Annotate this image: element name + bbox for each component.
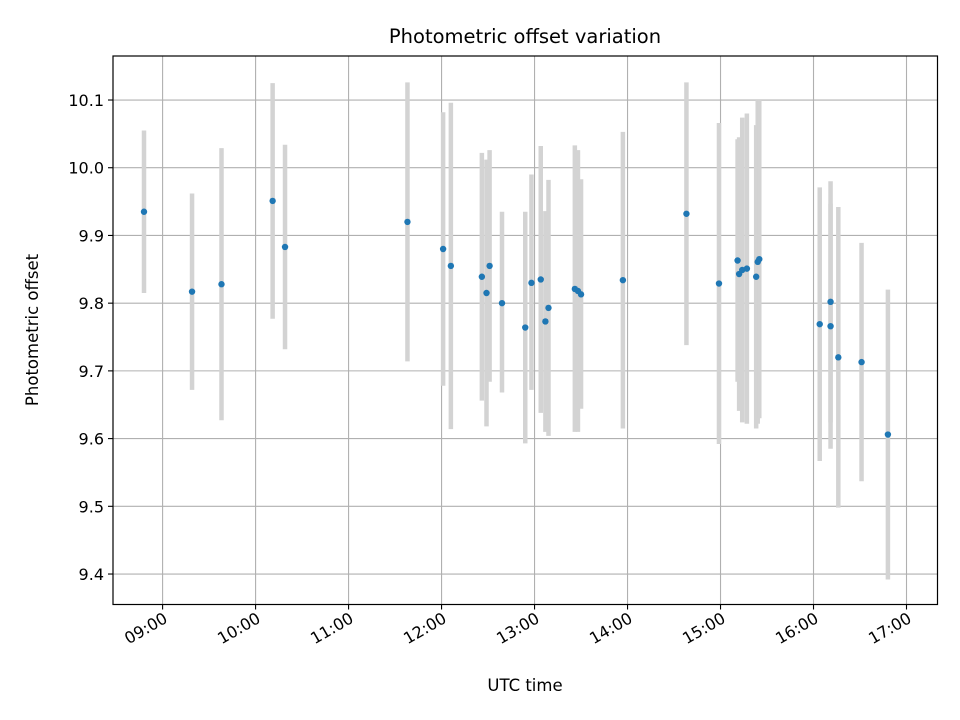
data-point — [577, 291, 585, 298]
data-point — [483, 289, 490, 297]
data-point — [439, 245, 447, 253]
data-point — [537, 276, 544, 283]
data-point — [715, 280, 723, 287]
data-point — [756, 255, 763, 263]
data-point — [498, 299, 506, 307]
y-tick-label: 10.1 — [68, 91, 104, 110]
y-tick-label: 9.8 — [79, 294, 104, 313]
y-tick-label: 9.5 — [79, 497, 104, 516]
data-point — [683, 210, 690, 217]
data-point — [734, 257, 741, 264]
data-point — [404, 218, 411, 226]
data-point — [528, 279, 535, 287]
data-point — [752, 273, 760, 280]
data-point — [542, 318, 549, 325]
y-tick-label: 9.4 — [79, 565, 104, 584]
data-point — [835, 354, 842, 361]
data-point — [218, 281, 225, 288]
data-point — [827, 298, 834, 306]
data-point — [188, 288, 196, 295]
chart-title: Photometric offset variation — [389, 25, 661, 48]
data-point — [884, 431, 892, 438]
y-tick-label: 10.0 — [68, 159, 104, 178]
data-point — [486, 262, 493, 270]
data-point — [858, 358, 865, 366]
data-point — [827, 322, 834, 330]
data-points — [140, 197, 892, 438]
y-tick-label: 9.6 — [79, 430, 104, 449]
data-point — [447, 262, 455, 270]
plot-frame — [112, 55, 939, 606]
data-point — [140, 208, 148, 215]
data-point — [478, 273, 486, 280]
data-point — [816, 320, 823, 328]
y-axis-title: Photometric offset — [23, 253, 42, 406]
data-point — [281, 243, 289, 251]
y-tick-label: 9.7 — [79, 362, 104, 381]
data-point — [545, 304, 552, 312]
data-point — [743, 265, 751, 272]
y-tick-label: 9.9 — [79, 226, 104, 245]
data-point — [522, 324, 529, 331]
data-point — [619, 276, 627, 284]
x-axis-title: UTC time — [487, 676, 562, 695]
data-point — [269, 197, 276, 205]
